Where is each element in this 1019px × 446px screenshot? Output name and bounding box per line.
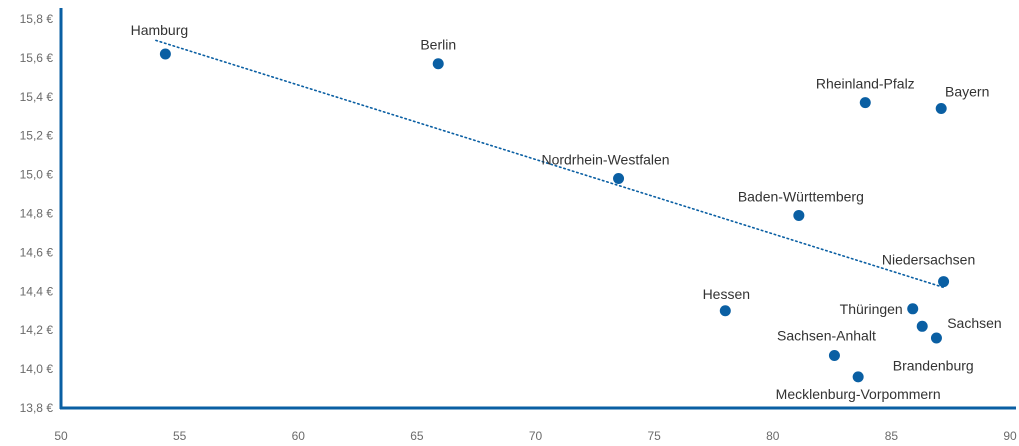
x-tick-label: 90 bbox=[1003, 429, 1017, 443]
y-tick-label: 15,8 € bbox=[20, 12, 54, 26]
trend-line bbox=[155, 39, 945, 289]
point-label: Hamburg bbox=[131, 22, 189, 38]
x-axis-ticks: 50 55 60 65 70 75 80 85 90 bbox=[54, 429, 1017, 443]
point-label: Baden-Württemberg bbox=[738, 188, 864, 204]
x-tick-label: 55 bbox=[173, 429, 187, 443]
x-tick-label: 75 bbox=[647, 429, 661, 443]
data-point bbox=[935, 102, 947, 114]
y-tick-label: 15,6 € bbox=[20, 51, 54, 65]
x-tick-label: 60 bbox=[292, 429, 306, 443]
y-tick-label: 14,6 € bbox=[20, 245, 54, 259]
data-point bbox=[907, 303, 919, 315]
point-label: Thüringen bbox=[840, 301, 903, 317]
y-tick-label: 13,8 € bbox=[20, 401, 54, 415]
data-point bbox=[828, 349, 840, 361]
y-tick-label: 14,4 € bbox=[20, 284, 54, 298]
data-point bbox=[719, 305, 731, 317]
point-label: Mecklenburg-Vorpommern bbox=[776, 386, 941, 402]
y-tick-label: 14,0 € bbox=[20, 362, 54, 376]
data-point bbox=[930, 332, 942, 344]
data-point bbox=[938, 276, 950, 288]
data-points bbox=[159, 48, 950, 383]
y-tick-label: 14,2 € bbox=[20, 323, 54, 337]
x-tick-label: 50 bbox=[54, 429, 68, 443]
x-tick-label: 70 bbox=[529, 429, 543, 443]
y-tick-label: 15,0 € bbox=[20, 168, 54, 182]
data-point bbox=[852, 371, 864, 383]
data-point bbox=[859, 97, 871, 109]
point-label: Niedersachsen bbox=[882, 252, 975, 268]
point-label: Hessen bbox=[703, 286, 750, 302]
x-tick-label: 65 bbox=[410, 429, 424, 443]
point-labels: Hamburg Berlin Rheinland-Pfalz Bayern Nordrh… bbox=[131, 22, 1002, 402]
data-point bbox=[793, 209, 805, 221]
point-label: Nordrhein-Westfalen bbox=[541, 151, 669, 167]
y-tick-label: 14,8 € bbox=[20, 207, 54, 221]
point-label: Brandenburg bbox=[893, 357, 974, 373]
point-label: Bayern bbox=[945, 83, 989, 99]
y-tick-label: 15,2 € bbox=[20, 129, 54, 143]
y-tick-label: 15,4 € bbox=[20, 90, 54, 104]
data-point bbox=[159, 48, 171, 60]
data-point bbox=[613, 172, 625, 184]
point-label: Sachsen bbox=[947, 315, 1001, 331]
y-axis-ticks: 13,8 € 14,0 € 14,2 € 14,4 € 14,6 € 14,8 € 15,0… bbox=[20, 12, 54, 415]
x-tick-label: 80 bbox=[766, 429, 780, 443]
point-label: Sachsen-Anhalt bbox=[777, 327, 876, 343]
point-label: Berlin bbox=[420, 37, 456, 53]
data-point bbox=[432, 58, 444, 70]
point-label: Rheinland-Pfalz bbox=[816, 76, 915, 92]
data-point bbox=[916, 320, 928, 332]
x-tick-label: 85 bbox=[885, 429, 899, 443]
